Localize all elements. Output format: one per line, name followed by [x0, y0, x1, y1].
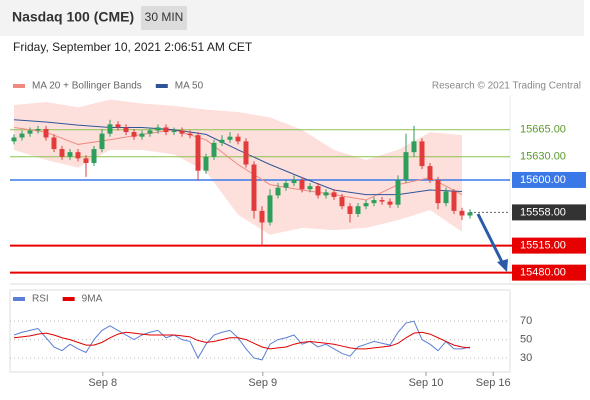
level-label: 15630.00: [520, 151, 566, 163]
candle-body: [443, 191, 449, 204]
candle-body: [19, 133, 25, 138]
level-label-box: [512, 171, 586, 188]
legend-swatch: [155, 84, 168, 88]
candle-body: [35, 128, 41, 131]
candle-body: [347, 206, 353, 214]
candle-body: [219, 139, 225, 143]
candle-body: [283, 183, 289, 188]
candle-body: [115, 124, 121, 128]
candle-body: [355, 206, 361, 214]
candle-body: [243, 141, 249, 165]
chart-title: Nasdaq 100 (CME): [12, 9, 134, 25]
candle-body: [467, 212, 473, 216]
candle-body: [91, 149, 97, 163]
candle-body: [211, 142, 217, 157]
candle-body: [203, 156, 209, 171]
y-tick-label: 30: [520, 352, 532, 364]
candle-body: [99, 133, 105, 150]
legend-label: 9MA: [82, 294, 103, 305]
candle-body: [235, 136, 241, 142]
candle-body: [435, 179, 441, 204]
x-tick-label: Sep 10: [409, 377, 444, 389]
level-label: 15665.00: [520, 124, 566, 136]
candle-body: [195, 135, 201, 171]
candle-body: [307, 186, 313, 190]
candle-body: [379, 200, 385, 202]
candle-body: [11, 137, 17, 142]
rsi-line: [13, 331, 471, 350]
level-label-box: [512, 264, 586, 281]
candle-body: [315, 186, 321, 196]
candle-body: [171, 130, 177, 133]
candle-body: [27, 130, 33, 134]
candle-body: [43, 128, 49, 138]
candle-body: [163, 127, 169, 133]
rsi-frame: [9, 289, 511, 373]
candle-body: [155, 127, 161, 131]
y-tick-label: 70: [520, 315, 532, 327]
legend-swatch: [13, 84, 25, 88]
level-label: 15600.00: [520, 174, 566, 186]
legend-label: MA 50: [175, 81, 204, 92]
legend-swatch: [62, 297, 75, 301]
candle-body: [419, 141, 425, 167]
candle-body: [451, 191, 457, 211]
x-tick-label: Sep 8: [88, 377, 117, 389]
bollinger-band: [14, 99, 462, 235]
timeframe-box[interactable]: [141, 6, 187, 30]
attribution: Research © 2021 Trading Central: [432, 81, 581, 92]
candle-body: [251, 164, 257, 211]
timeframe[interactable]: 30 MIN: [145, 10, 184, 24]
legend-label: RSI: [32, 294, 49, 305]
legend-label: MA 20 + Bollinger Bands: [32, 81, 142, 92]
candle-body: [339, 196, 345, 207]
candle-body: [147, 130, 153, 134]
candle-body: [459, 210, 465, 216]
candle-body: [395, 179, 401, 205]
level-label: 15558.00: [520, 206, 566, 218]
candle-body: [179, 130, 185, 134]
candle-body: [187, 133, 193, 136]
candle-body: [403, 152, 409, 180]
candle-body: [51, 137, 57, 150]
candle-body: [371, 200, 377, 204]
candle-body: [131, 132, 137, 137]
candle-body: [427, 166, 433, 180]
candle-body: [267, 195, 273, 223]
candle-body: [67, 152, 73, 157]
candle-body: [227, 136, 233, 140]
y-tick-label: 50: [520, 334, 532, 346]
forecast-arrowhead: [497, 259, 508, 272]
level-label-box: [512, 237, 586, 254]
candle-body: [59, 149, 65, 157]
candle-body: [331, 192, 337, 197]
candle-body: [75, 152, 81, 159]
level-label: 15515.00: [520, 240, 566, 252]
candle-body: [363, 203, 369, 207]
moving-average: [13, 119, 463, 196]
candle-body: [299, 179, 305, 190]
forecast-arrow: [476, 213, 505, 265]
candle-body: [83, 158, 89, 163]
candle-body: [387, 201, 393, 205]
level-label: 15480.00: [520, 267, 566, 279]
candle-body: [139, 133, 145, 137]
subtitle: Friday, September 10, 2021 2:06:51 AM CE…: [13, 40, 253, 54]
candle-body: [323, 192, 329, 196]
level-label-box: [512, 204, 586, 221]
moving-average: [13, 126, 463, 201]
candle-body: [123, 127, 129, 133]
candle-body: [411, 141, 417, 153]
legend-swatch: [13, 297, 25, 301]
header-bar: [0, 0, 584, 36]
rsi-line: [13, 320, 471, 361]
candle-body: [259, 210, 265, 223]
x-tick-label: Sep 9: [248, 377, 277, 389]
x-tick-label: Sep 16: [476, 377, 511, 389]
candle-body: [107, 124, 113, 134]
candle-body: [275, 187, 281, 196]
candle-body: [291, 179, 297, 184]
